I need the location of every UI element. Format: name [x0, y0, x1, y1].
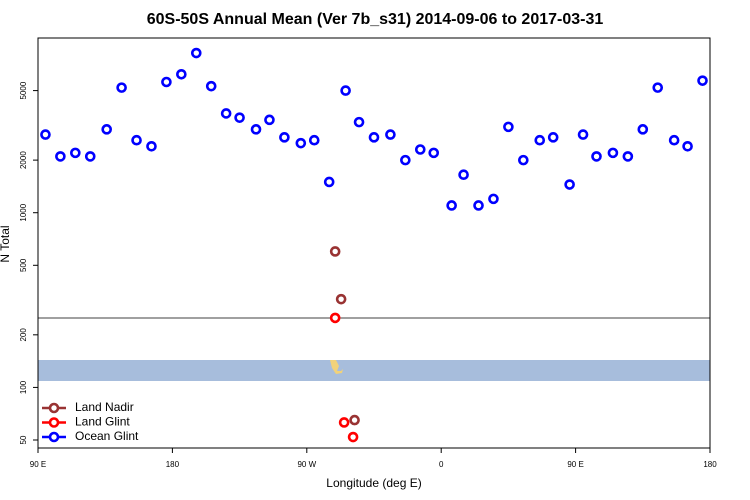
- point: [547, 132, 559, 143]
- point: [488, 193, 499, 205]
- point: [101, 124, 112, 135]
- point: [176, 68, 187, 80]
- point: [668, 134, 680, 146]
- point: [323, 176, 335, 188]
- point: [349, 414, 360, 426]
- point: [220, 108, 232, 119]
- point: [329, 246, 341, 257]
- point: [234, 112, 245, 123]
- point: [131, 134, 142, 146]
- point: [161, 76, 172, 88]
- y-tick-label: 50: [19, 435, 28, 444]
- y-tick-label: 100: [19, 380, 28, 394]
- point: [264, 114, 275, 126]
- legend-label: Land Nadir: [75, 400, 134, 414]
- x-axis-label: Longitude (deg E): [326, 476, 421, 490]
- point: [503, 121, 514, 133]
- x-tick-label: 180: [703, 460, 717, 469]
- point: [84, 151, 96, 162]
- point: [295, 137, 307, 149]
- map-band: [38, 360, 710, 381]
- point: [652, 82, 664, 93]
- point: [577, 129, 589, 140]
- point: [338, 417, 350, 428]
- point: [446, 200, 457, 211]
- point: [40, 129, 51, 140]
- point: [347, 431, 359, 443]
- point: [55, 151, 66, 162]
- point: [250, 124, 262, 135]
- point: [190, 47, 202, 59]
- point: [607, 147, 619, 159]
- point: [279, 132, 290, 143]
- y-axis-label: N Total: [0, 225, 12, 262]
- point: [335, 293, 347, 305]
- point: [637, 124, 649, 135]
- point: [70, 147, 81, 159]
- point: [205, 80, 217, 92]
- point: [400, 154, 411, 166]
- point: [414, 144, 426, 155]
- point: [428, 147, 440, 159]
- land-shape: [330, 360, 343, 374]
- point: [329, 312, 341, 324]
- point: [473, 200, 484, 211]
- y-tick-label: 2000: [19, 151, 28, 169]
- point: [534, 134, 546, 146]
- x-tick-label: 90 E: [567, 460, 583, 469]
- point: [697, 75, 708, 86]
- point: [458, 169, 469, 181]
- y-tick-label: 1000: [19, 203, 28, 221]
- point: [308, 134, 320, 146]
- point: [368, 132, 380, 143]
- legend-marker: [48, 431, 60, 443]
- point: [682, 140, 693, 152]
- point: [116, 82, 127, 93]
- y-tick-label: 500: [19, 258, 28, 272]
- x-tick-label: 180: [166, 460, 180, 469]
- point: [353, 116, 365, 128]
- x-tick-label: 90 E: [30, 460, 46, 469]
- point: [622, 151, 634, 162]
- legend-label: Land Glint: [75, 415, 130, 429]
- point: [340, 85, 351, 96]
- plot-frame: [37, 37, 711, 449]
- x-tick-label: 0: [439, 460, 444, 469]
- point: [385, 129, 396, 140]
- point: [564, 179, 575, 190]
- point: [146, 140, 157, 152]
- y-tick-label: 200: [19, 328, 28, 342]
- legend-marker: [48, 402, 60, 414]
- legend-marker: [48, 417, 60, 428]
- point: [591, 151, 602, 162]
- y-tick-label: 5000: [19, 81, 28, 99]
- x-tick-label: 90 W: [297, 460, 316, 469]
- chart-title: 60S-50S Annual Mean (Ver 7b_s31) 2014-09…: [147, 11, 604, 28]
- legend-label: Ocean Glint: [75, 429, 139, 443]
- point: [518, 154, 529, 166]
